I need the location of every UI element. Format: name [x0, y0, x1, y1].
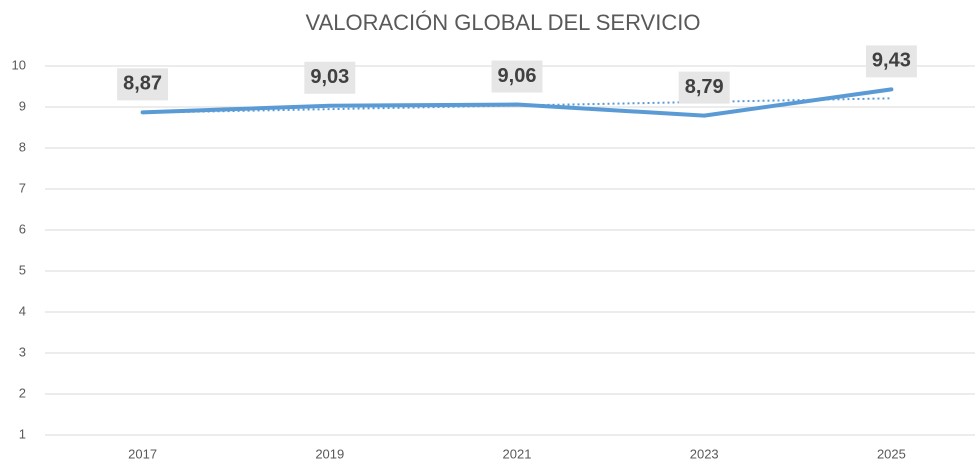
y-tick-label: 9 [19, 98, 26, 113]
y-tick-label: 7 [19, 180, 26, 195]
x-tick-label: 2025 [877, 446, 906, 461]
chart-title: VALORACIÓN GLOBAL DEL SERVICIO [306, 10, 701, 35]
data-label: 8,79 [685, 76, 724, 98]
data-label-bg [304, 61, 356, 94]
x-tick-label: 2023 [690, 446, 719, 461]
data-label: 9,43 [872, 50, 911, 72]
data-label: 9,06 [498, 65, 537, 87]
x-tick-label: 2019 [315, 446, 344, 461]
data-label-bg [491, 60, 543, 93]
y-tick-label: 6 [19, 221, 26, 236]
data-line [140, 87, 894, 118]
y-tick-label: 4 [19, 303, 26, 318]
y-tick-label: 10 [12, 57, 26, 72]
y-tick-label: 2 [19, 385, 26, 400]
y-tick-label: 3 [19, 344, 26, 359]
data-label-bg [117, 68, 169, 101]
y-tick-label: 8 [19, 139, 26, 154]
x-tick-label: 2021 [503, 446, 532, 461]
x-tick-label: 2017 [128, 446, 157, 461]
data-label: 8,87 [123, 73, 162, 95]
y-tick-label: 5 [19, 262, 26, 277]
y-tick-label: 1 [19, 426, 26, 441]
data-label-bg [865, 45, 917, 78]
data-label: 9,03 [310, 66, 349, 88]
data-label-bg [678, 71, 730, 104]
